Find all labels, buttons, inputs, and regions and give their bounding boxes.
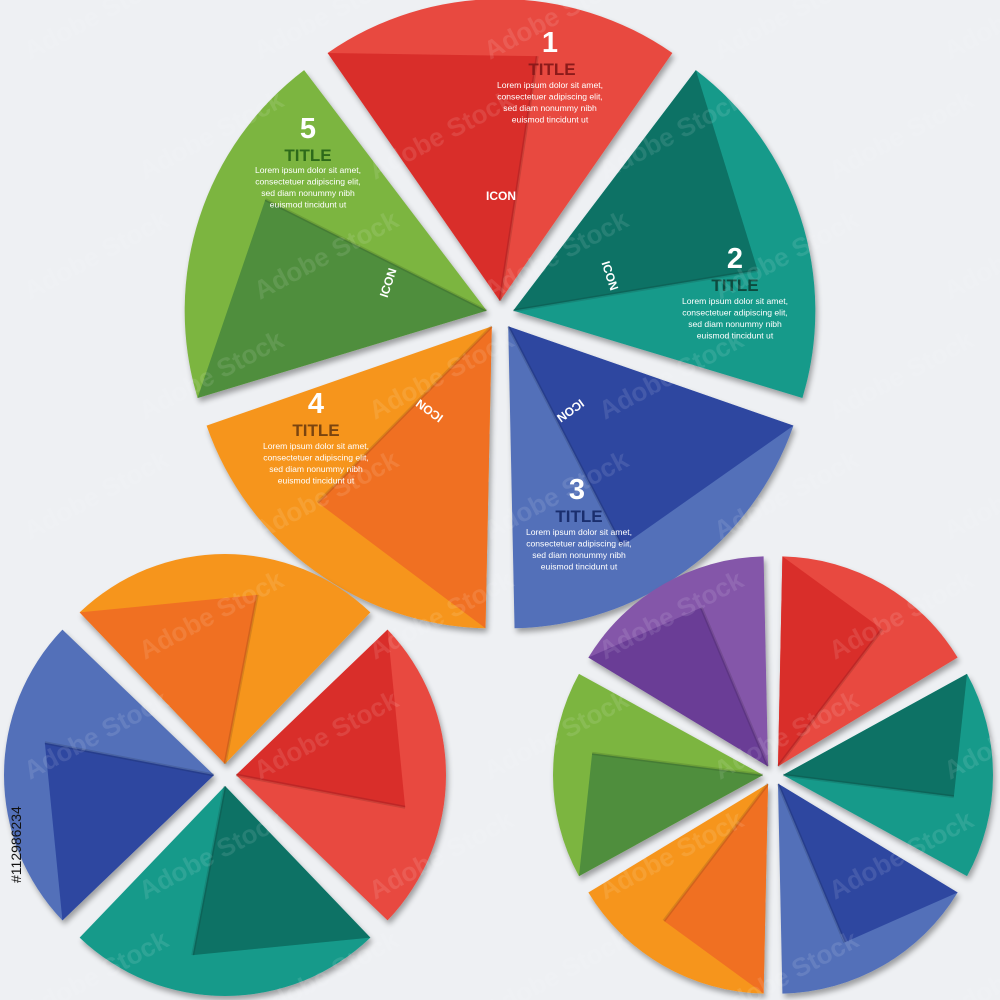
- six-segment-3-fold-edge: [776, 783, 847, 943]
- main-segment-3-title: TITLE: [555, 507, 602, 526]
- main-segment-4-title: TITLE: [292, 421, 339, 440]
- watermark-text: Adobe Stock: [824, 84, 979, 185]
- watermark-text: Adobe Stock: [19, 444, 174, 545]
- stock-id-label: #112986234: [8, 806, 24, 884]
- main-segment-4-fold-edge: [316, 325, 493, 504]
- six-segment-1: [776, 556, 958, 768]
- main-segment-1-title: TITLE: [528, 60, 575, 79]
- main-segment-1-body-line: sed diam nonummy nibh: [503, 103, 597, 113]
- main-segment-3: [506, 325, 794, 629]
- watermark-text: Adobe Stock: [939, 924, 1000, 1000]
- main-segment-4-number: 4: [308, 388, 324, 420]
- main-wheel: [184, 0, 816, 629]
- main-segment-4-body-line: sed diam nonummy nibh: [269, 464, 363, 474]
- six-segment-wheel: [553, 556, 993, 994]
- four-segment-1: [79, 553, 371, 765]
- main-segment-3-fold-edge: [506, 325, 624, 547]
- four-segment-2-fold-edge: [235, 773, 406, 809]
- main-segment-5-number: 5: [300, 113, 316, 145]
- main-segment-2-number: 2: [727, 243, 743, 275]
- four-segment-1-fold-edge: [223, 594, 259, 765]
- main-segment-1-body-line: Lorem ipsum dolor sit amet,: [497, 80, 603, 90]
- four-segment-3-fold: [192, 786, 371, 956]
- main-segment-5: [184, 70, 488, 398]
- main-segment-2-body-line: Lorem ipsum dolor sit amet,: [682, 296, 788, 306]
- main-segment-2-fold: [513, 70, 758, 311]
- four-segment-1-fold: [79, 594, 258, 764]
- main-segment-4-body-line: euismod tincidunt ut: [278, 476, 355, 486]
- six-segment-2-fold: [783, 673, 968, 797]
- main-segment-4-body-line: consectetuer adipiscing elit,: [263, 453, 369, 463]
- six-segment-5: [553, 673, 764, 877]
- main-segment-4: [206, 325, 493, 629]
- main-segment-1-body-line: consectetuer adipiscing elit,: [497, 92, 603, 102]
- six-segment-4-fold: [663, 783, 768, 994]
- main-segment-1-body-line: euismod tincidunt ut: [512, 115, 589, 125]
- watermark-text: Adobe Stock: [939, 444, 1000, 545]
- main-segment-1-fold-edge: [498, 55, 539, 302]
- main-segment-2-body-line: sed diam nonummy nibh: [688, 319, 782, 329]
- six-segment-4: [588, 782, 770, 994]
- main-segment-2: [513, 70, 816, 398]
- six-segment-6: [588, 556, 770, 767]
- six-segment-3: [776, 783, 958, 994]
- six-segment-2: [782, 673, 993, 877]
- six-segment-5-fold-edge: [591, 751, 764, 777]
- main-segment-2-body-line: consectetuer adipiscing elit,: [682, 308, 788, 318]
- main-segment-1: [327, 0, 673, 302]
- main-segment-1-fold: [327, 53, 538, 302]
- four-segment-wheel: [3, 553, 447, 997]
- main-segment-3-body-line: Lorem ipsum dolor sit amet,: [526, 527, 632, 537]
- four-segment-3: [79, 785, 371, 997]
- six-segment-6-fold: [588, 607, 768, 767]
- watermark-text: Adobe Stock: [939, 0, 1000, 65]
- four-segment-2: [235, 629, 447, 921]
- four-segment-4-fold: [44, 742, 214, 921]
- watermark-text: Adobe Stock: [709, 0, 864, 65]
- main-segment-5-body-line: sed diam nonummy nibh: [261, 188, 355, 198]
- main-segment-2-fold-edge: [513, 268, 758, 313]
- main-segment-3-body-line: sed diam nonummy nibh: [532, 550, 626, 560]
- six-segment-3-fold: [778, 783, 958, 943]
- main-segment-5-body-line: consectetuer adipiscing elit,: [255, 177, 361, 187]
- six-segment-1-fold-edge: [776, 628, 884, 768]
- main-segment-5-body-line: Lorem ipsum dolor sit amet,: [255, 165, 361, 175]
- four-segment-4: [3, 629, 215, 921]
- main-segment-3-fold: [508, 326, 794, 547]
- four-segment-3-fold-edge: [191, 785, 227, 956]
- four-segment-2-fold: [236, 629, 406, 808]
- main-segment-2-title: TITLE: [711, 276, 758, 295]
- main-segment-5-title: TITLE: [284, 146, 331, 165]
- six-segment-6-fold-edge: [699, 607, 770, 767]
- watermark-text: Adobe Stock: [19, 0, 174, 65]
- main-segment-1-number: 1: [542, 27, 558, 59]
- four-segment-4-fold-edge: [44, 741, 215, 777]
- six-segment-1-fold: [778, 556, 883, 767]
- main-segment-3-body-line: consectetuer adipiscing elit,: [526, 539, 632, 549]
- watermark-text: Adobe Stock: [19, 204, 174, 305]
- main-segment-5-fold: [197, 199, 487, 398]
- six-segment-4-fold-edge: [662, 782, 770, 922]
- six-segment-2-fold-edge: [782, 773, 955, 799]
- watermark-text: Adobe Stock: [939, 204, 1000, 305]
- watermark-text: Adobe Stock: [479, 924, 634, 1000]
- main-segment-4-fold: [317, 326, 492, 629]
- main-segment-5-fold-edge: [264, 198, 488, 313]
- main-segment-4-body-line: Lorem ipsum dolor sit amet,: [263, 441, 369, 451]
- main-segment-1-icon-label: ICON: [486, 189, 516, 203]
- main-segment-5-body-line: euismod tincidunt ut: [270, 200, 347, 210]
- six-segment-5-fold: [578, 753, 763, 877]
- watermark-text: Adobe Stock: [824, 324, 979, 425]
- main-segment-2-body-line: euismod tincidunt ut: [697, 331, 774, 341]
- main-segment-3-body-line: euismod tincidunt ut: [541, 562, 618, 572]
- main-segment-3-number: 3: [569, 474, 585, 506]
